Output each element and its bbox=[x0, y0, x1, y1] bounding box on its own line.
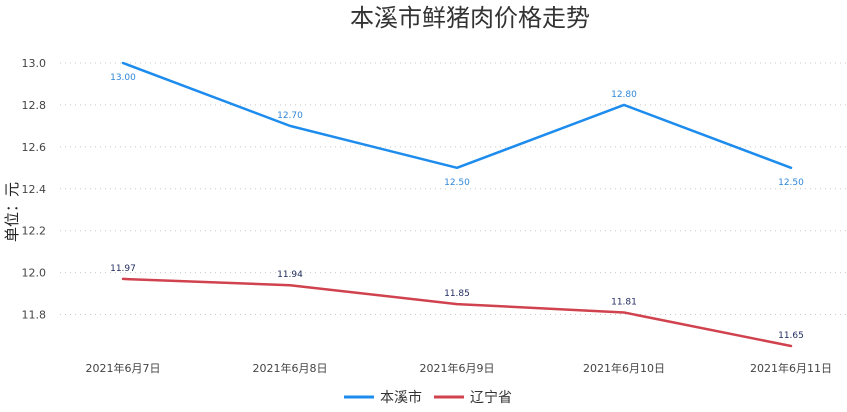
x-tick-label: 2021年6月9日 bbox=[420, 361, 495, 375]
x-axis-ticks: 2021年6月7日 2021年6月8日 2021年6月9日 2021年6月10日 202… bbox=[86, 361, 833, 375]
x-tick-label: 2021年6月10日 bbox=[583, 361, 665, 375]
x-tick-label: 2021年6月11日 bbox=[750, 361, 832, 375]
legend-label: 本溪市 bbox=[380, 389, 422, 406]
x-tick-label: 2021年6月8日 bbox=[253, 361, 328, 375]
data-label: 11.94 bbox=[277, 270, 303, 280]
data-labels: 13.00 12.70 12.50 12.80 12.50 11.97 11.94 11.85… bbox=[110, 73, 804, 341]
data-label: 11.97 bbox=[110, 264, 136, 274]
y-tick-label: 12.6 bbox=[22, 141, 47, 154]
y-tick-label: 12.8 bbox=[22, 99, 47, 112]
legend-label: 辽宁省 bbox=[470, 389, 512, 406]
y-tick-label: 12.0 bbox=[22, 267, 47, 280]
series-line-0 bbox=[121, 61, 793, 170]
y-tick-label: 12.4 bbox=[22, 183, 47, 196]
y-axis-ticks: 11.8 12.0 12.2 12.4 12.6 12.8 13.0 bbox=[22, 57, 47, 322]
data-label: 11.81 bbox=[611, 297, 637, 307]
series-line-1 bbox=[121, 277, 793, 348]
series-lines bbox=[121, 61, 793, 348]
data-label: 13.00 bbox=[110, 73, 136, 83]
y-tick-label: 11.8 bbox=[22, 309, 47, 322]
y-axis-label: 单位：元 bbox=[3, 182, 21, 242]
data-label: 11.85 bbox=[444, 289, 470, 299]
data-label: 11.65 bbox=[778, 331, 804, 341]
y-tick-label: 12.2 bbox=[22, 225, 47, 238]
data-label: 12.50 bbox=[778, 178, 804, 188]
chart-title: 本溪市鲜猪肉价格走势 bbox=[350, 4, 590, 32]
legend: 本溪市 辽宁省 bbox=[344, 389, 512, 406]
grid-lines bbox=[60, 62, 847, 316]
data-label: 12.70 bbox=[277, 111, 303, 121]
data-label: 12.80 bbox=[611, 90, 637, 100]
y-tick-label: 13.0 bbox=[22, 57, 47, 70]
data-label: 12.50 bbox=[444, 178, 470, 188]
x-tick-label: 2021年6月7日 bbox=[86, 361, 161, 375]
